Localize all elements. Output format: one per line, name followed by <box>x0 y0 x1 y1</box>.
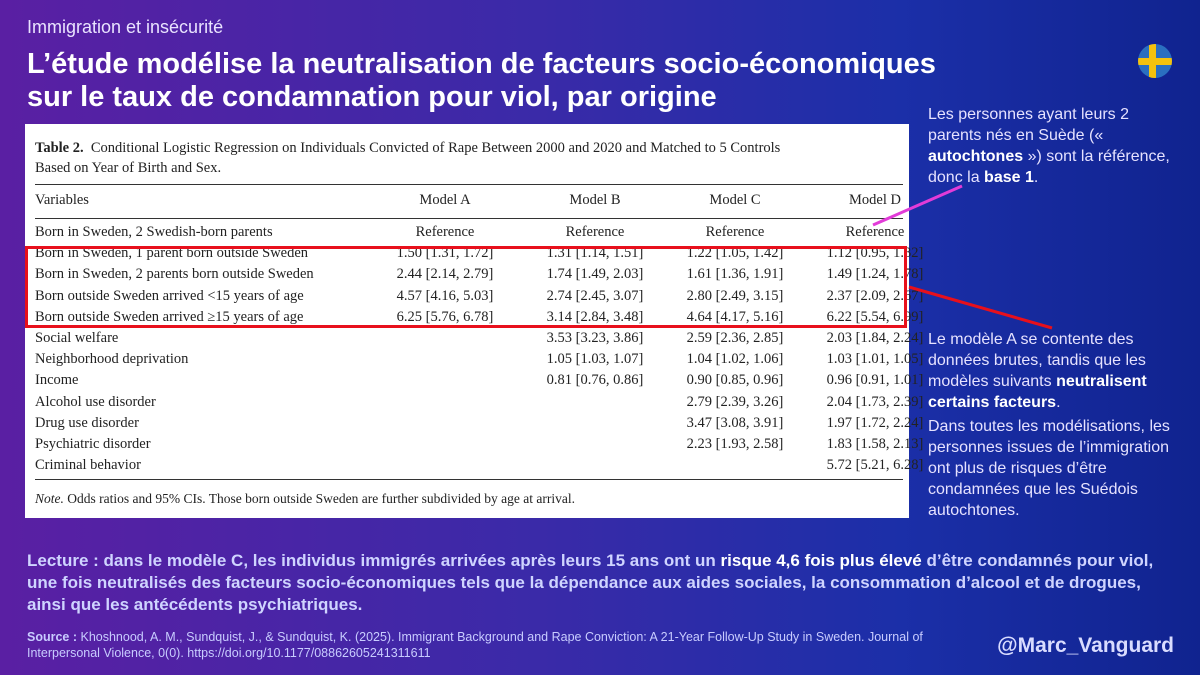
row-label: Born in Sweden, 2 parents born outside S… <box>35 266 314 283</box>
cell-model-c: 2.23 [1.93, 2.58] <box>686 436 784 452</box>
row-label: Born in Sweden, 1 parent born outside Sw… <box>35 245 309 262</box>
cell-model-d: 0.96 [0.91, 1.01] <box>826 372 924 389</box>
cell-model-d: 1.83 [1.58, 2.13] <box>826 436 924 452</box>
row-label: Born outside Sweden arrived <15 years of… <box>35 287 304 304</box>
cell-model-d: 2.04 [1.73, 2.39] <box>826 393 924 410</box>
lecture-paragraph: Lecture : dans le modèle C, les individu… <box>27 551 1154 614</box>
cell-model-b: Reference <box>565 224 625 240</box>
lecture-highlight: risque 4,6 fois plus élevé <box>720 551 922 570</box>
row-label: Born outside Sweden arrived ≥15 years of… <box>35 308 304 325</box>
table-caption: Table 2. Conditional Logistic Regression… <box>35 138 895 178</box>
cell-model-a: Reference <box>415 224 475 240</box>
row-label: Alcohol use disorder <box>35 393 156 410</box>
cell-model-d: 1.03 [1.01, 1.05] <box>826 351 924 368</box>
note-text: Odds ratios and 95% CIs. Those born outs… <box>63 491 576 506</box>
regression-table: Table 2. Conditional Logistic Regression… <box>25 124 923 518</box>
cell-model-a: 6.25 [5.76, 6.78] <box>396 308 494 325</box>
caption-line-2: Based on Year of Birth and Sex. <box>35 160 222 176</box>
row-label: Social welfare <box>35 330 119 346</box>
row-label: Neighborhood deprivation <box>35 351 189 368</box>
callout-model-a: Le modèle A se contente des données brut… <box>928 331 1147 411</box>
caption-line-1: Conditional Logistic Regression on Indiv… <box>90 140 781 156</box>
callout-autochtones: autochtones <box>928 148 1024 165</box>
cell-model-a: 4.57 [4.16, 5.03] <box>396 287 494 304</box>
source-label: Source : <box>27 630 78 644</box>
cell-model-a: 2.44 [2.14, 2.79] <box>396 266 494 283</box>
table-rule-bottom <box>35 479 903 480</box>
cell-model-d: 1.12 [0.95, 1.32] <box>826 245 924 262</box>
cell-model-c: Reference <box>705 224 765 240</box>
row-label: Income <box>35 372 79 389</box>
header-model-c: Model C <box>709 192 761 208</box>
callout-neutralisent: neutralisent certains facteurs <box>928 373 1147 411</box>
cell-model-c: 2.80 [2.49, 3.15] <box>686 287 784 304</box>
author-handle: @Marc_Vanguard <box>997 634 1174 657</box>
row-label: Drug use disorder <box>35 414 139 431</box>
row-label: Criminal behavior <box>35 457 141 474</box>
row-label: Born in Sweden, 2 Swedish-born parents <box>35 224 273 240</box>
cell-model-c: 2.79 [2.39, 3.26] <box>686 393 784 410</box>
callout-reference: Les personnes ayant leurs 2 parents nés … <box>928 106 1170 186</box>
header-model-d: Model D <box>849 192 901 208</box>
cell-model-c: 1.61 [1.36, 1.91] <box>686 266 784 283</box>
header-model-b: Model B <box>569 192 621 208</box>
cell-model-d: 1.97 [1.72, 2.24] <box>826 414 924 431</box>
header-model-a: Model A <box>419 192 471 208</box>
cell-model-c: 1.04 [1.02, 1.06] <box>686 351 784 368</box>
cell-model-b: 1.05 [1.03, 1.07] <box>546 351 644 368</box>
headline-line-1: L’étude modélise la neutralisation de fa… <box>27 48 936 80</box>
headline-line-2: sur le taux de condamnation pour viol, p… <box>27 81 717 113</box>
cell-model-b: 3.53 [3.23, 3.86] <box>546 330 644 346</box>
cell-model-b: 2.74 [2.45, 3.07] <box>546 287 644 304</box>
row-label: Psychiatric disorder <box>35 436 151 452</box>
cell-model-d: 2.37 [2.09, 2.67] <box>826 287 924 304</box>
cell-model-d: 6.22 [5.54, 6.99] <box>826 308 924 325</box>
cell-model-c: 0.90 [0.85, 0.96] <box>686 372 784 389</box>
cell-model-d: 5.72 [5.21, 6.28] <box>826 457 924 474</box>
table-rule-mid <box>35 218 903 219</box>
cell-model-b: 0.81 [0.76, 0.86] <box>546 372 644 389</box>
table-rule-top <box>35 184 903 185</box>
cell-model-b: 3.14 [2.84, 3.48] <box>546 308 644 325</box>
cell-model-d: 1.49 [1.24, 1.78] <box>826 266 924 283</box>
callout-all-models: Dans toutes les modélisations, les perso… <box>928 418 1170 519</box>
headline: L’étude modélise la neutralisation de fa… <box>27 48 1007 114</box>
source-text: Khoshnood, A. M., Sundquist, J., & Sundq… <box>27 630 923 660</box>
cell-model-c: 1.22 [1.05, 1.42] <box>686 245 784 262</box>
cell-model-b: 1.31 [1.14, 1.51] <box>546 245 644 262</box>
note-label: Note. <box>35 491 64 506</box>
cell-model-c: 3.47 [3.08, 3.91] <box>686 414 784 431</box>
cell-model-d: Reference <box>845 224 905 240</box>
callout-base-1: base 1 <box>984 169 1034 186</box>
cell-model-d: 2.03 [1.84, 2.24] <box>826 330 924 346</box>
kicker: Immigration et insécurité <box>27 17 224 37</box>
table-note: Note. Odds ratios and 95% CIs. Those bor… <box>35 491 575 507</box>
source-citation: Source : Khoshnood, A. M., Sundquist, J.… <box>27 629 977 661</box>
cell-model-a: 1.50 [1.31, 1.72] <box>396 245 494 262</box>
cell-model-b: 1.74 [1.49, 2.03] <box>546 266 644 283</box>
highlight-box <box>25 246 907 328</box>
caption-label: Table 2. <box>35 140 84 156</box>
cell-model-c: 4.64 [4.17, 5.16] <box>686 308 784 325</box>
sweden-flag-icon <box>1138 44 1172 78</box>
header-variables: Variables <box>35 192 89 208</box>
cell-model-c: 2.59 [2.36, 2.85] <box>686 330 784 346</box>
